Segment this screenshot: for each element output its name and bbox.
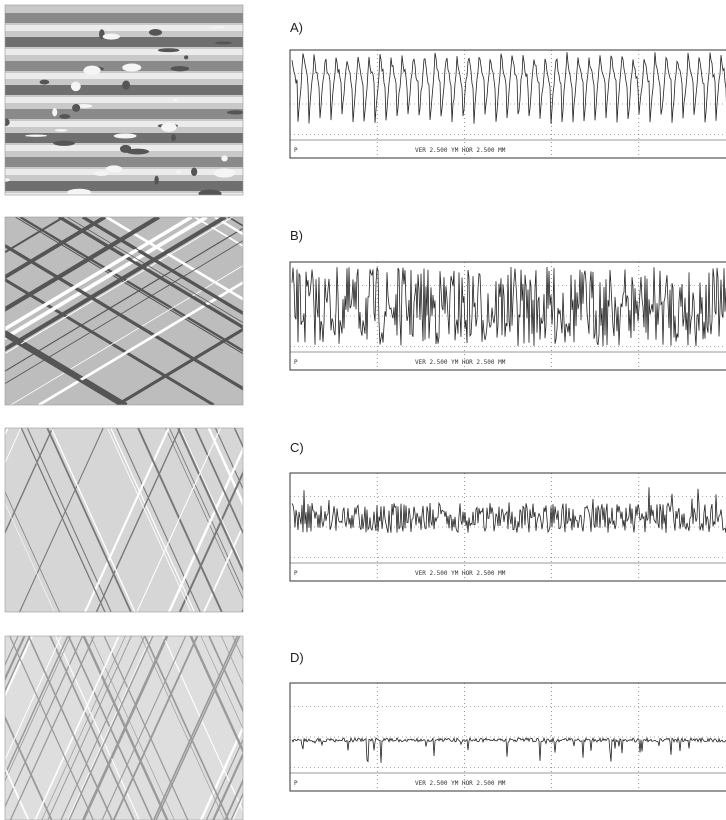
ridge xyxy=(5,97,243,103)
scratch xyxy=(0,217,2,405)
groove xyxy=(5,13,243,23)
debris xyxy=(106,165,123,172)
debris xyxy=(184,55,188,59)
debris xyxy=(171,134,176,141)
debris xyxy=(94,171,109,176)
debris xyxy=(55,129,68,132)
panel-label: C) xyxy=(290,440,304,455)
ridge xyxy=(5,73,243,79)
trace-scale: VER 2.500 YM HOR 2.500 MM xyxy=(415,147,506,154)
debris xyxy=(40,80,50,85)
debris xyxy=(59,114,70,119)
debris xyxy=(198,190,221,198)
debris xyxy=(161,123,177,132)
debris xyxy=(72,104,80,112)
trace-scale: VER 2.500 YM HOR 2.500 MM xyxy=(415,570,506,577)
debris xyxy=(1,118,10,126)
trace-marker: P xyxy=(294,359,298,366)
trace-box xyxy=(290,683,726,791)
debris xyxy=(173,98,178,101)
debris xyxy=(221,155,227,161)
trace-marker: P xyxy=(294,570,298,577)
trace-marker: P xyxy=(294,780,298,787)
groove xyxy=(5,181,243,191)
debris xyxy=(149,29,162,36)
debris xyxy=(83,66,100,75)
groove xyxy=(5,157,243,167)
debris xyxy=(122,80,130,89)
debris xyxy=(52,108,57,116)
debris xyxy=(158,48,180,52)
debris xyxy=(191,167,197,176)
figure: A) P VER 2.500 YM HOR 2.500 MM B) P VER 2.500… xyxy=(0,0,726,820)
debris xyxy=(25,135,47,137)
debris xyxy=(211,26,225,28)
debris xyxy=(122,64,141,72)
panel-label: B) xyxy=(290,228,303,243)
debris xyxy=(120,145,131,153)
trace-scale: VER 2.500 YM HOR 2.500 MM xyxy=(415,780,506,787)
micrograph-bg xyxy=(5,217,243,405)
ridge xyxy=(5,121,243,127)
debris xyxy=(114,133,137,138)
ridge xyxy=(5,49,243,55)
micrograph xyxy=(0,5,244,199)
debris xyxy=(103,33,120,39)
debris xyxy=(215,41,232,44)
debris xyxy=(227,110,245,114)
groove xyxy=(5,37,243,47)
debris xyxy=(154,176,158,185)
panel-label: D) xyxy=(290,650,304,665)
ridge xyxy=(5,169,243,175)
debris xyxy=(213,169,235,178)
trace-marker: P xyxy=(294,147,298,154)
debris xyxy=(53,141,75,146)
ridge xyxy=(5,25,243,31)
trace-scale: VER 2.500 YM HOR 2.500 MM xyxy=(415,359,506,366)
debris xyxy=(71,82,81,91)
groove xyxy=(5,109,243,119)
debris xyxy=(176,170,181,174)
debris xyxy=(171,66,190,71)
panel-label: A) xyxy=(290,20,303,35)
scratch xyxy=(0,636,2,820)
